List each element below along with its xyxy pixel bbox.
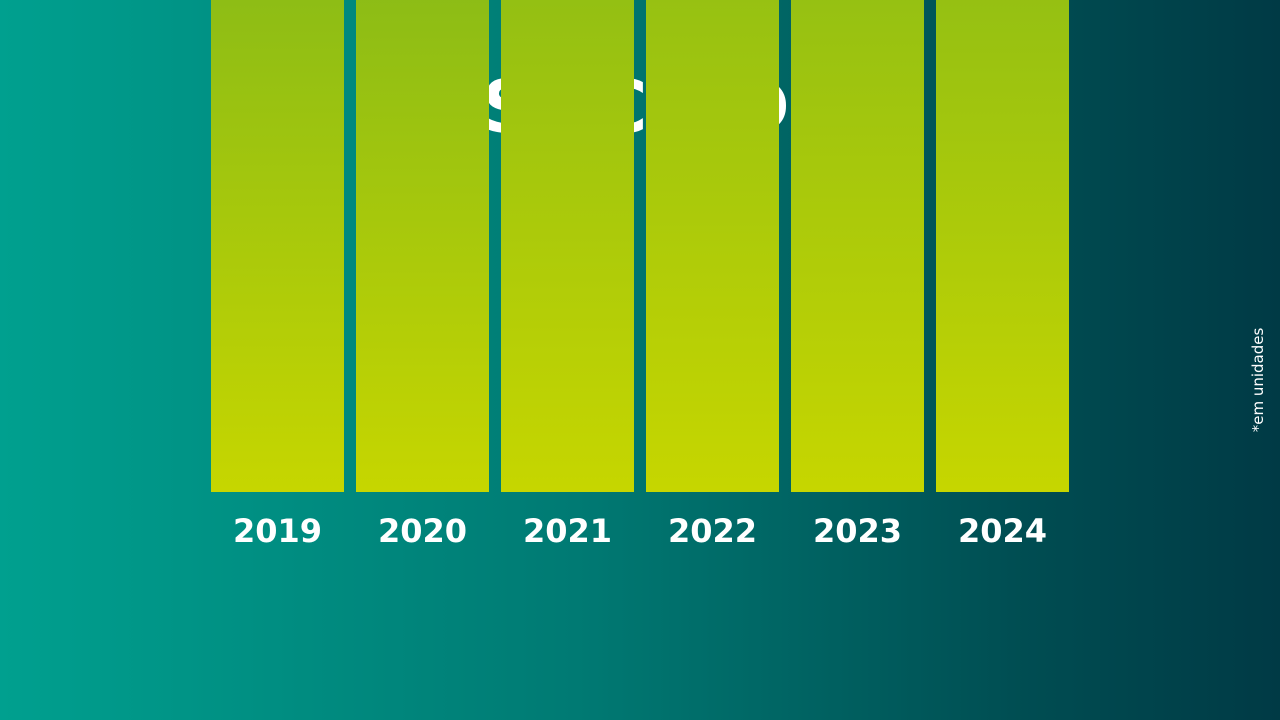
bar-2022 <box>646 0 779 492</box>
bar-2019 <box>211 0 344 493</box>
category-label-2021: 2021 <box>523 512 612 550</box>
bar-2021 <box>501 0 634 492</box>
category-label-2019: 2019 <box>233 512 322 550</box>
units-note: *em unidades <box>1249 327 1267 433</box>
category-label-2023: 2023 <box>813 512 902 550</box>
bars-group: 8.68520198.56420209.687202110.293202210.… <box>211 0 1069 550</box>
category-label-2024: 2024 <box>958 512 1047 550</box>
bar-2024 <box>936 0 1069 492</box>
bar-2020 <box>356 0 489 492</box>
category-label-2022: 2022 <box>668 512 757 550</box>
category-label-2020: 2020 <box>378 512 467 550</box>
bar-2023 <box>791 0 924 492</box>
